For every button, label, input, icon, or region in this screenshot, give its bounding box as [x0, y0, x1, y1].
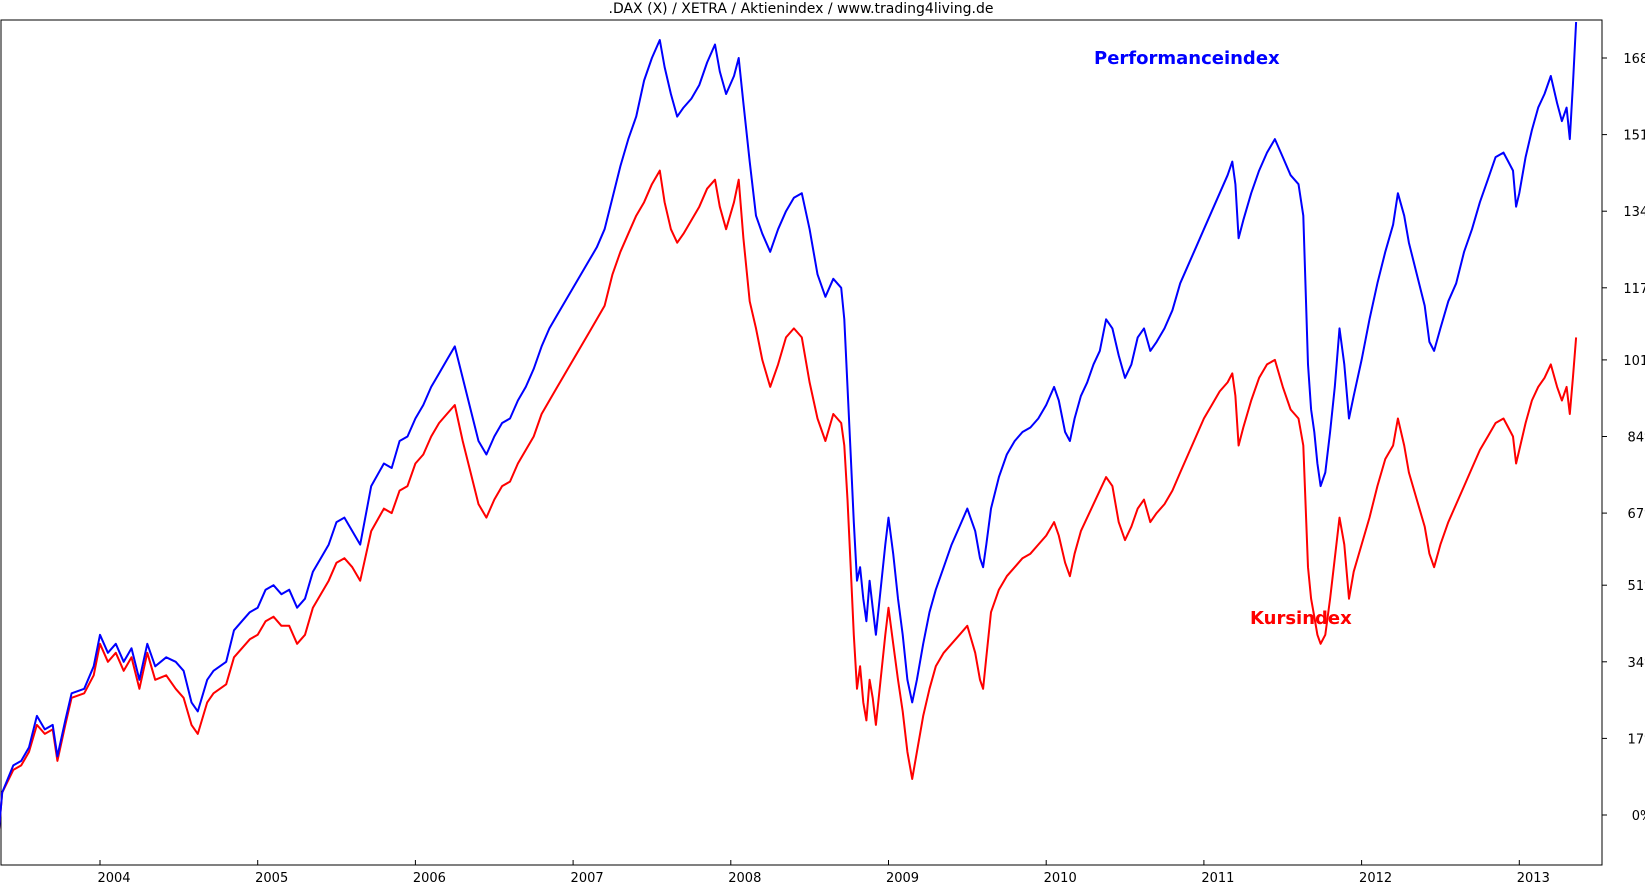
x-tick-label: 2012 [1359, 871, 1392, 886]
y-tick-label: 34% [1628, 656, 1645, 671]
plot-frame [0, 19, 1603, 866]
y-tick-label: 17% [1628, 732, 1645, 747]
y-tick-label: 0% [1632, 809, 1645, 824]
series-line-kursindex [0, 169, 1578, 830]
series-layer [0, 21, 1578, 830]
y-axis: 0% 17% 34% 51% 67% 84% 101% 117% 134% 151% 168% [1602, 52, 1645, 824]
x-tick-label: 2011 [1201, 871, 1234, 886]
chart-title: .DAX (X) / XETRA / Aktienindex / www.tra… [608, 1, 994, 17]
x-axis: 2004 2005 2006 2007 2008 2009 2010 2011 2012 2013 [97, 860, 1550, 886]
x-tick-label: 2010 [1044, 871, 1077, 886]
y-tick-label: 51% [1628, 579, 1645, 594]
x-tick-label: 2013 [1517, 871, 1550, 886]
y-tick-label: 117% [1623, 282, 1645, 297]
x-tick-label: 2008 [728, 871, 761, 886]
series-label-performanceindex: Performanceindex [1094, 48, 1280, 69]
y-tick-label: 67% [1628, 507, 1645, 522]
x-tick-label: 2004 [97, 871, 130, 886]
x-tick-label: 2005 [255, 871, 288, 886]
series-label-kursindex: Kursindex [1250, 608, 1352, 629]
y-tick-label: 101% [1623, 354, 1645, 369]
x-tick-label: 2009 [886, 871, 919, 886]
x-tick-label: 2006 [413, 871, 446, 886]
y-tick-label: 134% [1623, 205, 1645, 220]
y-tick-label: 168% [1623, 52, 1645, 67]
y-tick-label: 84% [1628, 431, 1645, 446]
series-line-performanceindex [0, 21, 1578, 830]
x-tick-label: 2007 [571, 871, 604, 886]
y-tick-label: 151% [1623, 129, 1645, 144]
